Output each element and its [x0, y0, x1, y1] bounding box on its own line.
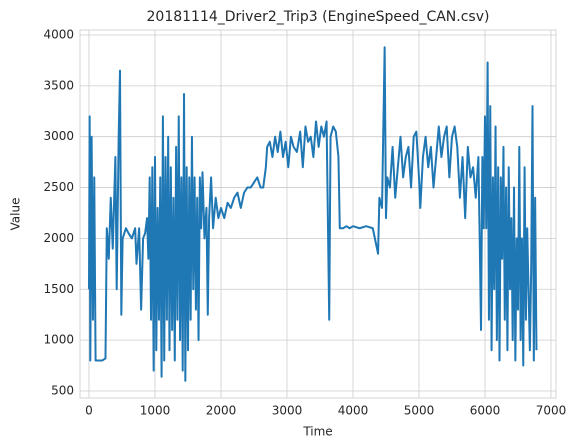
x-tick-label: 1000: [140, 404, 171, 418]
x-tick-label: 2000: [206, 404, 237, 418]
y-tick-label: 2500: [43, 180, 74, 194]
x-tick-label: 3000: [272, 404, 303, 418]
data-line: [87, 46, 538, 382]
y-tick-label: 3000: [43, 129, 74, 143]
y-tick-label: 1000: [43, 333, 74, 347]
y-axis-label: Value: [9, 198, 23, 231]
x-axis-label: Time: [302, 425, 332, 439]
y-tick-label: 2000: [43, 231, 74, 245]
x-tick-label: 6000: [470, 404, 501, 418]
y-tick-label: 4000: [43, 27, 74, 41]
x-tick-label: 0: [85, 404, 93, 418]
y-tick-label: 1500: [43, 282, 74, 296]
chart-title: 20181114_Driver2_Trip3 (EngineSpeed_CAN.…: [147, 9, 490, 25]
y-tick-label: 3500: [43, 78, 74, 92]
x-tick-label: 4000: [338, 404, 369, 418]
x-tick-label: 7000: [536, 404, 567, 418]
x-tick-label: 5000: [404, 404, 435, 418]
y-tick-label: 500: [51, 383, 74, 397]
